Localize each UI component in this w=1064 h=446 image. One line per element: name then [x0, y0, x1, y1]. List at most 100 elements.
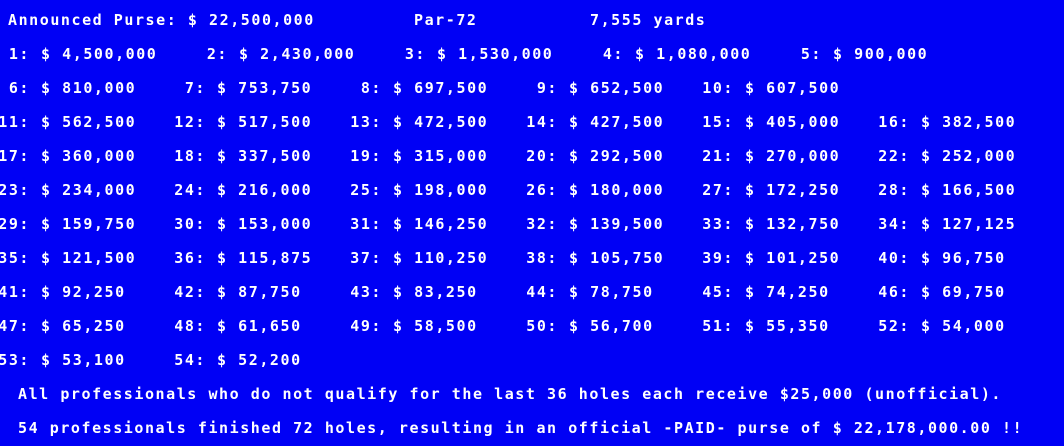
- payout-entry: 24: $ 216,000: [174, 180, 312, 200]
- payout-entry: 28: $ 166,500: [878, 180, 1016, 200]
- payout-entry: 6: $ 810,000: [0, 78, 136, 98]
- payout-entry: 17: $ 360,000: [0, 146, 136, 166]
- finish-position: 28:: [878, 181, 910, 199]
- payout-entry: 49: $ 58,500: [350, 316, 478, 336]
- finish-position: 26:: [526, 181, 558, 199]
- prize-amount: $ 96,750: [921, 249, 1006, 267]
- prize-amount: $ 78,750: [569, 283, 654, 301]
- prize-amount: $ 427,500: [569, 113, 665, 131]
- cut-note: All professionals who do not qualify for…: [18, 385, 1003, 403]
- payout-entry: 54: $ 52,200: [174, 350, 302, 370]
- finish-position: 45:: [702, 283, 734, 301]
- payout-entry: 4: $ 1,080,000: [592, 44, 751, 64]
- prize-amount: $ 252,000: [921, 147, 1017, 165]
- finish-position: 2:: [206, 45, 228, 63]
- prize-amount: $ 55,350: [745, 317, 830, 335]
- payout-entry: 36: $ 115,875: [174, 248, 312, 268]
- prize-amount: $ 61,650: [217, 317, 302, 335]
- prize-amount: $ 405,000: [745, 113, 841, 131]
- prize-amount: $ 110,250: [393, 249, 489, 267]
- finish-position: 14:: [526, 113, 558, 131]
- prize-amount: $ 1,080,000: [635, 45, 752, 63]
- payout-entry: 7: $ 753,750: [174, 78, 312, 98]
- finish-position: 54:: [174, 351, 206, 369]
- prize-amount: $ 56,700: [569, 317, 654, 335]
- finish-position: 48:: [174, 317, 206, 335]
- finish-position: 17:: [0, 147, 30, 165]
- prize-amount: $ 234,000: [41, 181, 137, 199]
- payout-entry: 46: $ 69,750: [878, 282, 1006, 302]
- payout-entry: 48: $ 61,650: [174, 316, 302, 336]
- prize-amount: $ 180,000: [569, 181, 665, 199]
- payout-entry: 33: $ 132,750: [702, 214, 840, 234]
- payout-entry: 42: $ 87,750: [174, 282, 302, 302]
- prize-amount: $ 127,125: [921, 215, 1017, 233]
- prize-amount: $ 92,250: [41, 283, 126, 301]
- finish-position: 37:: [350, 249, 382, 267]
- prize-amount: $ 315,000: [393, 147, 489, 165]
- finish-position: 49:: [350, 317, 382, 335]
- paid-purse-note: 54 professionals finished 72 holes, resu…: [18, 419, 1024, 437]
- finish-position: 18:: [174, 147, 206, 165]
- prize-amount: $ 52,200: [217, 351, 302, 369]
- prize-amount: $ 132,750: [745, 215, 841, 233]
- prize-amount: $ 65,250: [41, 317, 126, 335]
- finish-position: 15:: [702, 113, 734, 131]
- prize-amount: $ 652,500: [569, 79, 665, 97]
- payout-entry: 45: $ 74,250: [702, 282, 830, 302]
- prize-amount: $ 172,250: [745, 181, 841, 199]
- payout-entry: 14: $ 427,500: [526, 112, 664, 132]
- payout-entry: 10: $ 607,500: [702, 78, 840, 98]
- payout-entry: 23: $ 234,000: [0, 180, 136, 200]
- prize-amount: $ 810,000: [41, 79, 137, 97]
- payout-entry: 27: $ 172,250: [702, 180, 840, 200]
- prize-amount: $ 101,250: [745, 249, 841, 267]
- finish-position: 31:: [350, 215, 382, 233]
- course-par: Par-72: [414, 11, 478, 29]
- payout-entry: 31: $ 146,250: [350, 214, 488, 234]
- finish-position: 46:: [878, 283, 910, 301]
- prize-amount: $ 382,500: [921, 113, 1017, 131]
- finish-position: 30:: [174, 215, 206, 233]
- payout-entry: 35: $ 121,500: [0, 248, 136, 268]
- finish-position: 24:: [174, 181, 206, 199]
- finish-position: 33:: [702, 215, 734, 233]
- payout-entry: 20: $ 292,500: [526, 146, 664, 166]
- finish-position: 1:: [8, 45, 30, 63]
- finish-position: 12:: [174, 113, 206, 131]
- finish-position: 44:: [526, 283, 558, 301]
- finish-position: 4:: [602, 45, 624, 63]
- finish-position: 21:: [702, 147, 734, 165]
- payout-entry: 29: $ 159,750: [0, 214, 136, 234]
- finish-position: 7:: [184, 79, 206, 97]
- payout-entry: 40: $ 96,750: [878, 248, 1006, 268]
- payout-entry: 43: $ 83,250: [350, 282, 478, 302]
- payout-entry: 25: $ 198,000: [350, 180, 488, 200]
- prize-amount: $ 166,500: [921, 181, 1017, 199]
- payout-entry: 26: $ 180,000: [526, 180, 664, 200]
- finish-position: 3:: [404, 45, 426, 63]
- prize-amount: $ 159,750: [41, 215, 137, 233]
- finish-position: 20:: [526, 147, 558, 165]
- announced-purse: Announced Purse: $ 22,500,000: [8, 11, 315, 29]
- prize-amount: $ 87,750: [217, 283, 302, 301]
- payout-entry: 32: $ 139,500: [526, 214, 664, 234]
- payout-entry: 30: $ 153,000: [174, 214, 312, 234]
- payout-entry: 34: $ 127,125: [878, 214, 1016, 234]
- finish-position: 5:: [800, 45, 822, 63]
- finish-position: 22:: [878, 147, 910, 165]
- finish-position: 52:: [878, 317, 910, 335]
- finish-position: 11:: [0, 113, 30, 131]
- prize-amount: $ 472,500: [393, 113, 489, 131]
- course-yardage: 7,555 yards: [590, 11, 707, 29]
- prize-amount: $ 198,000: [393, 181, 489, 199]
- payout-entry: 52: $ 54,000: [878, 316, 1006, 336]
- payout-entry: 1: $ 4,500,000: [0, 44, 157, 64]
- payout-entry: 53: $ 53,100: [0, 350, 126, 370]
- payout-entry: 44: $ 78,750: [526, 282, 654, 302]
- prize-amount: $ 53,100: [41, 351, 126, 369]
- payout-entry: 18: $ 337,500: [174, 146, 312, 166]
- finish-position: 34:: [878, 215, 910, 233]
- prize-amount: $ 74,250: [745, 283, 830, 301]
- prize-amount: $ 1,530,000: [437, 45, 554, 63]
